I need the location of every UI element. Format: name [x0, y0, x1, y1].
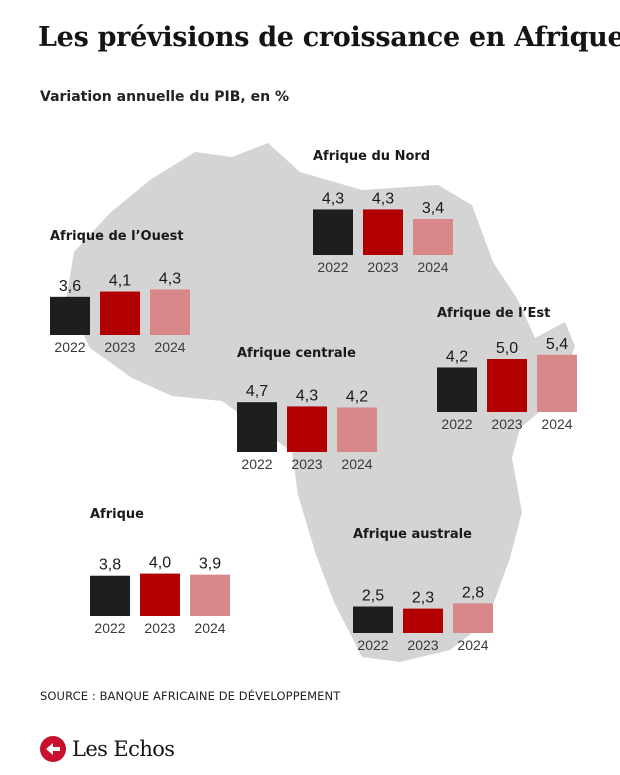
- bar-afrique-de-l-est-2022: [437, 367, 477, 412]
- bar-afrique-australe-2023: [403, 608, 443, 633]
- value-label-afrique-de-l-ouest-2024: 4,3: [159, 270, 181, 287]
- year-label-afrique-de-l-est-2023: 2023: [491, 416, 522, 432]
- year-label-afrique-australe-2022: 2022: [357, 637, 388, 653]
- bar-afrique-du-nord-2023: [363, 209, 403, 255]
- value-label-afrique-2024: 3,9: [199, 556, 221, 573]
- value-label-afrique-du-nord-2023: 4,3: [372, 190, 394, 207]
- chart-subtitle: Variation annuelle du PIB, en %: [40, 89, 289, 105]
- value-label-afrique-2022: 3,8: [99, 557, 121, 574]
- africa-map: [66, 143, 575, 662]
- bar-afrique-de-l-ouest-2023: [100, 291, 140, 335]
- region-label-afrique-du-nord: Afrique du Nord: [313, 149, 430, 164]
- bar-afrique-2024: [190, 574, 230, 616]
- value-label-afrique-de-l-est-2022: 4,2: [446, 348, 468, 365]
- value-label-afrique-du-nord-2024: 3,4: [422, 200, 444, 217]
- value-label-afrique-australe-2024: 2,8: [462, 584, 484, 601]
- value-label-afrique-centrale-2023: 4,3: [296, 387, 318, 404]
- year-label-afrique-centrale-2022: 2022: [241, 456, 272, 472]
- year-label-afrique-centrale-2024: 2024: [341, 456, 372, 472]
- year-label-afrique-2024: 2024: [194, 620, 225, 636]
- bar-afrique-australe-2022: [353, 606, 393, 633]
- value-label-afrique-centrale-2022: 4,7: [246, 383, 268, 400]
- bar-afrique-de-l-ouest-2024: [150, 289, 190, 335]
- year-label-afrique-de-l-est-2022: 2022: [441, 416, 472, 432]
- bar-afrique-du-nord-2024: [413, 218, 453, 255]
- les-echos-logo-icon: [40, 736, 66, 762]
- region-label-afrique: Afrique: [90, 507, 144, 522]
- bar-afrique-centrale-2022: [237, 402, 277, 452]
- value-label-afrique-du-nord-2022: 4,3: [322, 190, 344, 207]
- bar-afrique-de-l-est-2023: [487, 359, 527, 412]
- bar-afrique-2023: [140, 573, 180, 616]
- year-label-afrique-du-nord-2023: 2023: [367, 259, 398, 275]
- region-label-afrique-de-l-ouest: Afrique de l’Ouest: [50, 229, 184, 244]
- bar-afrique-de-l-est-2024: [537, 354, 577, 412]
- region-label-afrique-australe: Afrique australe: [353, 527, 472, 542]
- year-label-afrique-de-l-ouest-2022: 2022: [54, 339, 85, 355]
- value-label-afrique-2023: 4,0: [149, 555, 171, 572]
- bar-afrique-2022: [90, 575, 130, 616]
- region-label-afrique-de-l-est: Afrique de l’Est: [437, 306, 550, 321]
- value-label-afrique-centrale-2024: 4,2: [346, 388, 368, 405]
- source-note: SOURCE : BANQUE AFRICAINE DE DÉVELOPPEME…: [40, 689, 341, 703]
- year-label-afrique-australe-2023: 2023: [407, 637, 438, 653]
- year-label-afrique-de-l-ouest-2024: 2024: [154, 339, 185, 355]
- value-label-afrique-australe-2022: 2,5: [362, 588, 384, 605]
- value-label-afrique-de-l-ouest-2023: 4,1: [109, 273, 131, 290]
- bar-afrique-de-l-ouest-2022: [50, 296, 90, 335]
- bar-afrique-du-nord-2022: [313, 209, 353, 255]
- region-label-afrique-centrale: Afrique centrale: [237, 346, 356, 361]
- year-label-afrique-du-nord-2022: 2022: [317, 259, 348, 275]
- bar-afrique-centrale-2023: [287, 406, 327, 452]
- year-label-afrique-de-l-ouest-2023: 2023: [104, 339, 135, 355]
- les-echos-logo: Les Echos: [38, 734, 175, 764]
- chart-title: Les prévisions de croissance en Afrique: [38, 22, 620, 53]
- bar-afrique-centrale-2024: [337, 407, 377, 452]
- value-label-afrique-de-l-est-2023: 5,0: [496, 340, 518, 357]
- year-label-afrique-2023: 2023: [144, 620, 175, 636]
- bar-afrique-australe-2024: [453, 603, 493, 633]
- year-label-afrique-australe-2024: 2024: [457, 637, 488, 653]
- year-label-afrique-de-l-est-2024: 2024: [541, 416, 572, 432]
- value-label-afrique-australe-2023: 2,3: [412, 590, 434, 607]
- year-label-afrique-centrale-2023: 2023: [291, 456, 322, 472]
- year-label-afrique-du-nord-2024: 2024: [417, 259, 448, 275]
- brand-name: Les Echos: [72, 737, 175, 761]
- year-label-afrique-2022: 2022: [94, 620, 125, 636]
- value-label-afrique-de-l-ouest-2022: 3,6: [59, 278, 81, 295]
- value-label-afrique-de-l-est-2024: 5,4: [546, 336, 568, 353]
